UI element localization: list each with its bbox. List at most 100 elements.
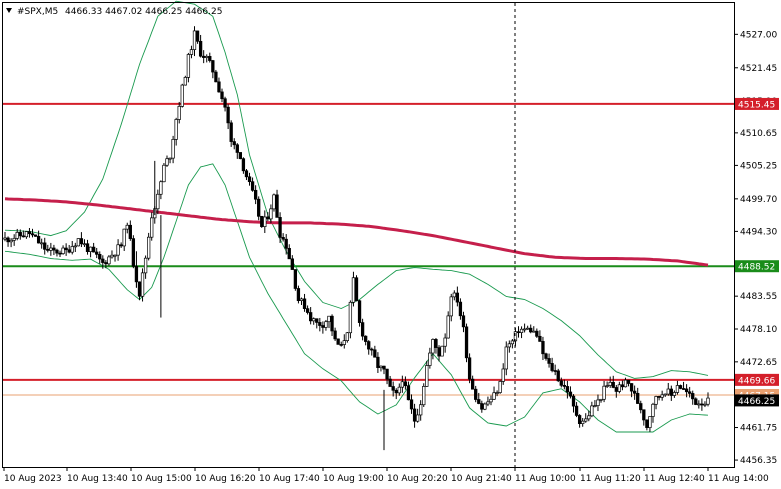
candle-body [526,327,530,330]
candle-body [290,258,294,270]
x-tick-label: 10 Aug 15:00 [131,474,192,484]
candle-body [568,391,573,397]
candle-body [440,345,444,357]
candle-body [602,385,606,400]
candle-body [198,40,203,57]
candle-body [437,347,441,357]
candle-body [202,55,206,58]
candle-body [220,91,224,100]
candle-body [174,119,178,140]
candle-body [593,405,597,407]
candle-body [91,246,96,253]
candle-body [189,49,194,55]
candle-body [312,318,316,322]
candle-body [113,254,117,257]
candle-body [590,405,594,417]
candle-body [516,331,521,334]
candle-body [296,288,301,301]
candle-body [150,217,154,238]
candle-body [116,244,120,256]
candle-body [449,296,453,317]
candle-body [507,343,511,348]
y-tick-label: 4472.65 [740,358,777,368]
candle-body [125,224,129,230]
candle-body [122,228,126,247]
candle-body [446,315,450,339]
candle-body [678,385,683,389]
candle-body [663,393,667,396]
candle-body [85,243,90,252]
ohlc-values: 4466.33 4467.02 4466.25 4466.25 [65,7,222,17]
candle-body [489,398,493,403]
candle-body [177,106,181,120]
candle-body [425,365,429,387]
candle-body [345,332,349,341]
candle-body [415,414,420,422]
x-tick-label: 10 Aug 16:20 [195,474,256,484]
candle-body [107,256,111,265]
y-tick-label: 4521.45 [740,64,777,74]
candle-body [330,315,334,332]
candle-body [128,224,132,239]
candle-body [342,340,346,345]
candle-body [49,247,53,251]
candle-body [223,98,227,108]
candles [3,26,710,451]
candle-body [688,391,692,394]
candle-body [648,416,652,428]
candle-body [186,54,191,78]
candle-body [156,193,160,210]
candle-body [76,238,81,247]
candle-body [703,403,707,406]
candle-body [599,398,603,401]
candle-body [495,392,499,394]
candle-body [321,325,325,328]
candle-body [360,322,365,337]
candle-body [706,397,710,405]
candle-body [422,386,426,406]
candle-body [642,409,646,421]
x-tick-label: 10 Aug 19:00 [323,474,384,484]
price-tag-label-resistance: 4515.45 [738,100,775,110]
candle-body [208,56,212,61]
candle-body [36,236,41,244]
x-tick-label: 10 Aug 20:20 [387,474,448,484]
candle-body [614,387,618,392]
horizontal-levels[interactable] [3,102,734,396]
candle-body [101,258,105,263]
candle-body [498,381,502,393]
candle-body [351,277,356,303]
candle-body [284,238,288,249]
candle-body [348,301,353,334]
candle-body [12,237,16,241]
candle-body [354,277,359,302]
candle-body [211,60,215,73]
candle-body [532,330,536,333]
candle-body [250,181,255,191]
candle-body [266,216,270,220]
candle-body [620,384,625,388]
candle-body [287,247,291,260]
candle-body [376,356,380,368]
candle-body [140,272,145,297]
price-tag-label-current: 4466.25 [738,397,775,407]
candle-body [480,403,484,410]
candle-body [46,248,50,251]
candle-body [119,244,123,247]
candle-body [299,298,304,301]
candle-body [541,341,545,355]
candle-body [574,405,579,416]
triangle-down-icon[interactable] [6,8,12,13]
candle-body [147,236,151,259]
candle-body [675,385,680,393]
candle-body [452,292,456,298]
candle-body [458,301,463,317]
candle-body [611,381,615,388]
candle-body [645,419,649,428]
candle-body [214,71,218,83]
candle-body [474,388,478,400]
candle-body [660,394,664,398]
candle-body [79,238,84,245]
